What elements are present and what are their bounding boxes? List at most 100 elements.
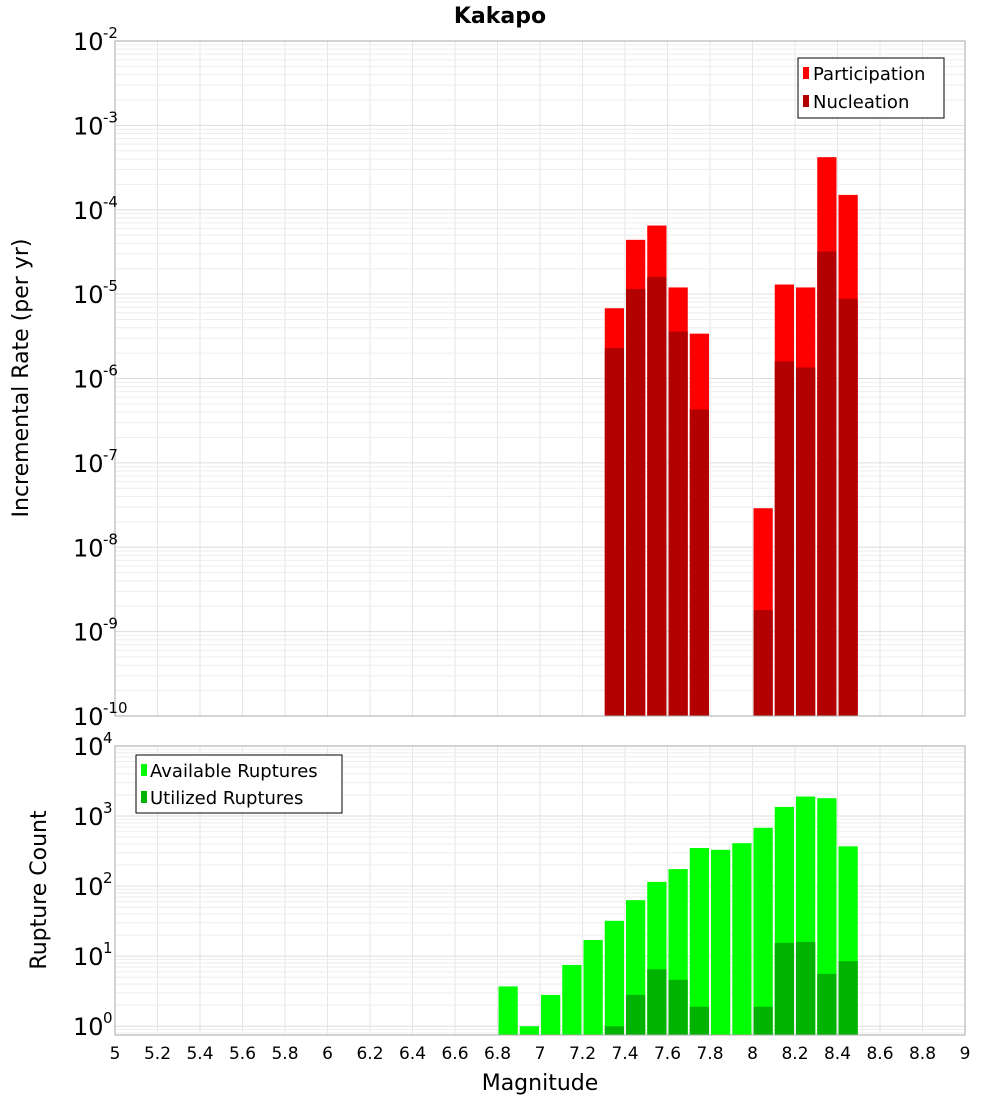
bottom-legend-box — [135, 754, 343, 814]
top-y-tick: 10 -2 — [73, 24, 118, 56]
x-tick-label: 7.8 — [696, 1044, 723, 1064]
x-tick-label: 8.6 — [866, 1044, 893, 1064]
bottom-y-tick-exponent: 1 — [103, 939, 113, 957]
top-y-tick: 10 -7 — [73, 446, 118, 478]
available-legend-swatch — [141, 764, 147, 776]
bottom-bar-available-ruptures — [732, 843, 752, 1035]
bottom-bar-utilized-ruptures — [626, 994, 646, 1035]
bottom-y-tick: 10 0 — [73, 1009, 113, 1041]
x-tick-label: 5.8 — [271, 1044, 298, 1064]
x-tick-label: 6.8 — [484, 1044, 511, 1064]
bottom-bar-available-ruptures — [498, 986, 518, 1035]
bottom-bar-available-ruptures — [562, 964, 582, 1035]
top-bar-nucleation — [604, 347, 624, 716]
top-y-tick-base: 10 — [73, 619, 104, 647]
top-y-tick-exponent: -4 — [103, 193, 118, 211]
top-bar-nucleation — [817, 251, 837, 716]
bottom-y-tick-exponent: 3 — [103, 799, 113, 817]
bottom-y-axis-label: Rupture Count — [27, 810, 52, 970]
top-y-tick: 10 -3 — [73, 108, 118, 140]
x-tick-label: 5.2 — [144, 1044, 171, 1064]
top-y-tick-exponent: -3 — [103, 108, 118, 126]
participation-legend-label: Participation — [813, 64, 925, 85]
top-y-tick-base: 10 — [73, 197, 104, 225]
bottom-y-tick-exponent: 4 — [103, 729, 113, 747]
top-y-tick: 10 -8 — [73, 530, 118, 562]
nucleation-legend-label: Nucleation — [813, 92, 909, 113]
bottom-y-tick-base: 10 — [73, 873, 104, 901]
bottom-y-tick: 10 2 — [73, 869, 113, 901]
bottom-bar-available-ruptures — [753, 827, 773, 1035]
bottom-y-tick-exponent: 2 — [103, 869, 113, 887]
top-bar-nucleation — [647, 276, 667, 716]
top-grid — [114, 40, 966, 717]
top-bar-nucleation — [838, 298, 858, 716]
x-tick-label: 7.6 — [654, 1044, 681, 1064]
bottom-bar-available-ruptures — [583, 940, 603, 1035]
bottom-bar-utilized-ruptures — [668, 979, 688, 1035]
top-bar-nucleation — [689, 409, 709, 716]
top-plot-border — [114, 40, 966, 717]
top-y-tick-exponent: -6 — [103, 362, 118, 380]
x-tick-label: 5.6 — [229, 1044, 256, 1064]
top-bars — [604, 157, 858, 717]
bottom-bar-utilized-ruptures — [689, 1006, 709, 1035]
top-bar-nucleation — [668, 331, 688, 716]
bottom-y-tick-base: 10 — [73, 803, 104, 831]
top-y-tick-base: 10 — [73, 28, 104, 56]
participation-legend-swatch — [803, 67, 809, 79]
bottom-y-tick: 10 4 — [73, 729, 113, 761]
top-panel: 10-210-310-410-510-610-710-810-910-10 In… — [9, 24, 966, 731]
nucleation-legend-swatch — [803, 95, 809, 107]
top-y-tick: 10 -9 — [73, 615, 118, 647]
bottom-bar-available-ruptures — [711, 849, 731, 1035]
top-y-tick-base: 10 — [73, 450, 104, 478]
top-y-axis-label: Incremental Rate (per yr) — [9, 239, 34, 518]
top-y-ticks: 10-210-310-410-510-610-710-810-910-10 — [73, 24, 128, 731]
top-y-tick-exponent: -7 — [103, 446, 118, 464]
bottom-bar-utilized-ruptures — [753, 1006, 773, 1035]
bottom-y-tick-exponent: 0 — [103, 1009, 113, 1027]
top-bar-nucleation — [626, 289, 646, 716]
top-bar-nucleation — [774, 361, 794, 716]
bottom-bar-utilized-ruptures — [796, 941, 816, 1035]
available-legend-label: Available Ruptures — [150, 761, 318, 782]
top-y-tick-exponent: -2 — [103, 24, 118, 42]
top-legend-box — [797, 57, 945, 119]
top-y-tick-exponent: -5 — [103, 277, 118, 295]
top-y-tick-exponent: -9 — [103, 615, 118, 633]
bottom-bar-available-ruptures — [541, 994, 561, 1035]
x-tick-label: 6.6 — [441, 1044, 468, 1064]
x-tick-label: 8.8 — [909, 1044, 936, 1064]
top-y-tick-base: 10 — [73, 703, 104, 731]
x-tick-label: 7.2 — [569, 1044, 596, 1064]
bottom-bar-available-ruptures — [689, 848, 709, 1035]
bottom-bar-available-ruptures — [519, 1026, 539, 1035]
x-tick-label: 5 — [110, 1044, 121, 1064]
top-y-tick: 10 -6 — [73, 362, 118, 394]
x-ticks: 5 5.2 5.4 5.6 5.8 6 6.2 6.4 6.6 6.8 7 7.2 7.4 7.6 7.8 8… — [110, 1044, 971, 1064]
top-y-tick-base: 10 — [73, 281, 104, 309]
top-y-tick: 10 -4 — [73, 193, 118, 225]
bottom-bar-utilized-ruptures — [838, 961, 858, 1035]
top-legend: Participation Nucleation — [797, 57, 945, 119]
bottom-y-tick-base: 10 — [73, 943, 104, 971]
utilized-legend-label: Utilized Ruptures — [150, 788, 303, 809]
x-tick-label: 5.4 — [186, 1044, 213, 1064]
bottom-y-tick: 10 1 — [73, 939, 113, 971]
x-axis-label: Magnitude — [482, 1071, 599, 1096]
top-bar-nucleation — [753, 610, 773, 716]
bottom-legend: Available Ruptures Utilized Ruptures — [135, 754, 343, 814]
bottom-bar-utilized-ruptures — [604, 1026, 624, 1035]
x-tick-label: 6.4 — [399, 1044, 426, 1064]
x-tick-label: 7.4 — [611, 1044, 638, 1064]
top-y-tick-exponent: -10 — [103, 699, 128, 717]
top-y-tick-exponent: -8 — [103, 530, 118, 548]
top-y-tick-base: 10 — [73, 534, 104, 562]
bottom-bar-utilized-ruptures — [817, 973, 837, 1035]
top-y-tick-base: 10 — [73, 366, 104, 394]
top-y-tick-base: 10 — [73, 112, 104, 140]
bottom-y-tick: 10 3 — [73, 799, 113, 831]
